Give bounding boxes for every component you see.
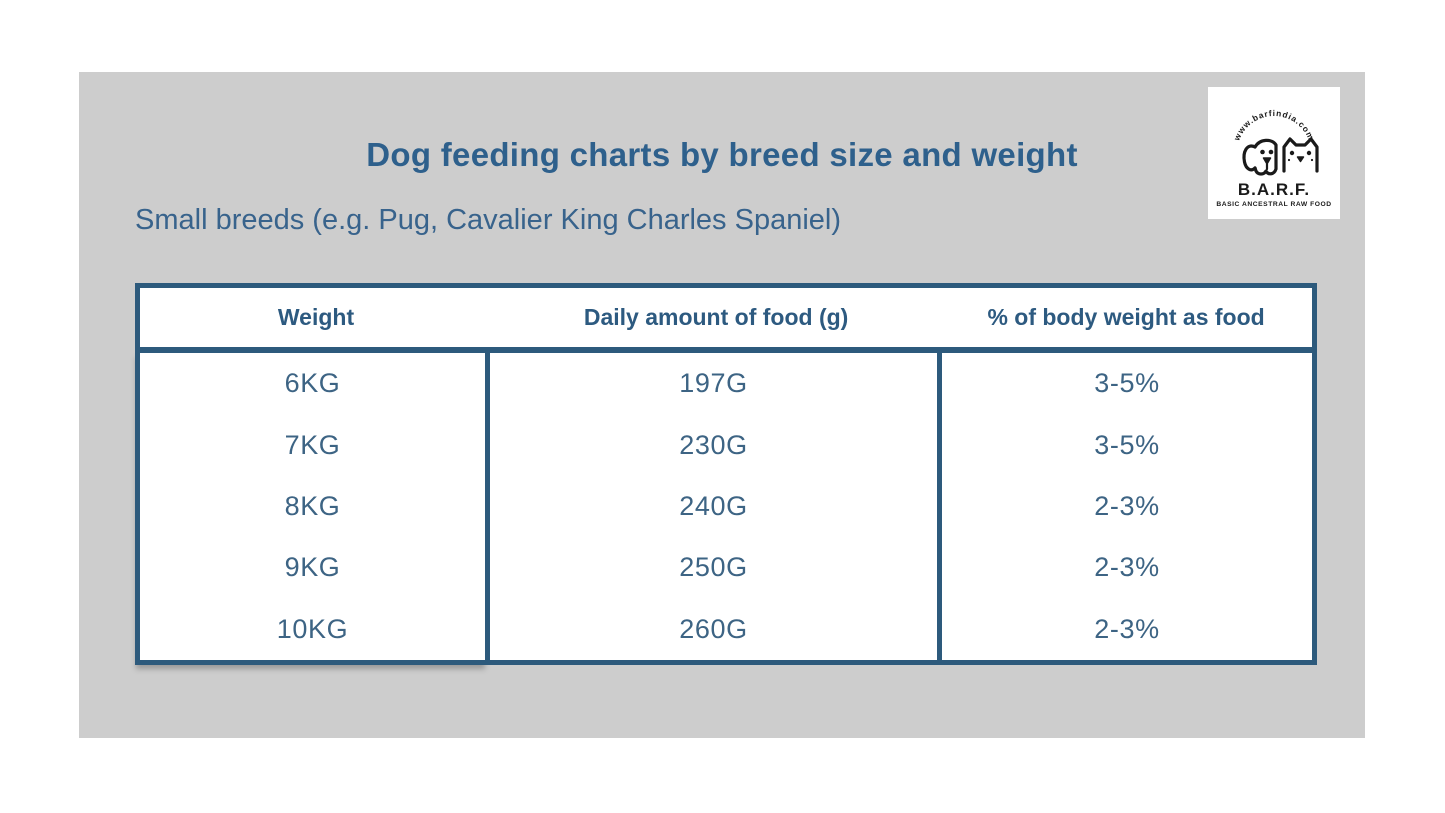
cell-amount-row3: 240G bbox=[679, 491, 748, 522]
header-percent-body-weight: % of body weight as food bbox=[987, 304, 1265, 330]
table-column-percent: 3-5% 3-5% 2-3% 2-3% 2-3% bbox=[937, 348, 1317, 665]
barf-logo: www.barfindia.com bbox=[1208, 87, 1340, 219]
cell-weight-row3: 8KG bbox=[284, 491, 341, 522]
table-header-row: Weight Daily amount of food (g) % of bod… bbox=[135, 283, 1317, 352]
cell-weight-row4: 9KG bbox=[284, 552, 341, 583]
cell-percent-row3: 2-3% bbox=[1094, 491, 1160, 522]
cat-icon bbox=[1282, 137, 1319, 173]
logo-tagline: BASIC ANCESTRAL RAW FOOD bbox=[1216, 201, 1331, 208]
cell-amount-row5: 260G bbox=[679, 613, 748, 644]
cell-percent-row5: 2-3% bbox=[1094, 613, 1160, 644]
cell-percent-row4: 2-3% bbox=[1094, 552, 1160, 583]
cell-amount-row1: 197G bbox=[679, 368, 748, 399]
logo-website-arc: www.barfindia.com bbox=[1231, 108, 1316, 143]
dog-face-features bbox=[1260, 149, 1274, 171]
table-column-weight: 6KG 7KG 8KG 9KG 10KG bbox=[135, 348, 490, 665]
table-column-daily-amount: 197G 230G 240G 250G 260G bbox=[485, 348, 942, 665]
content-panel: Dog feeding charts by breed size and wei… bbox=[79, 72, 1365, 738]
cell-weight-row2: 7KG bbox=[284, 429, 341, 460]
dog-icon bbox=[1242, 138, 1278, 176]
page-title: Dog feeding charts by breed size and wei… bbox=[366, 136, 1078, 173]
barf-logo-graphic: www.barfindia.com bbox=[1216, 108, 1331, 208]
cell-amount-row4: 250G bbox=[679, 552, 748, 583]
cell-amount-row2: 230G bbox=[679, 429, 748, 460]
header-daily-amount: Daily amount of food (g) bbox=[583, 304, 849, 330]
cell-percent-row1: 3-5% bbox=[1094, 368, 1160, 399]
section-subtitle: Small breeds (e.g. Pug, Cavalier King Ch… bbox=[135, 204, 842, 236]
cat-face-features bbox=[1287, 150, 1314, 163]
logo-name: B.A.R.F. bbox=[1238, 180, 1310, 199]
cell-weight-row1: 6KG bbox=[284, 368, 341, 399]
header-weight: Weight bbox=[277, 304, 355, 330]
cell-weight-row5: 10KG bbox=[276, 613, 349, 644]
cell-percent-row2: 3-5% bbox=[1094, 429, 1160, 460]
